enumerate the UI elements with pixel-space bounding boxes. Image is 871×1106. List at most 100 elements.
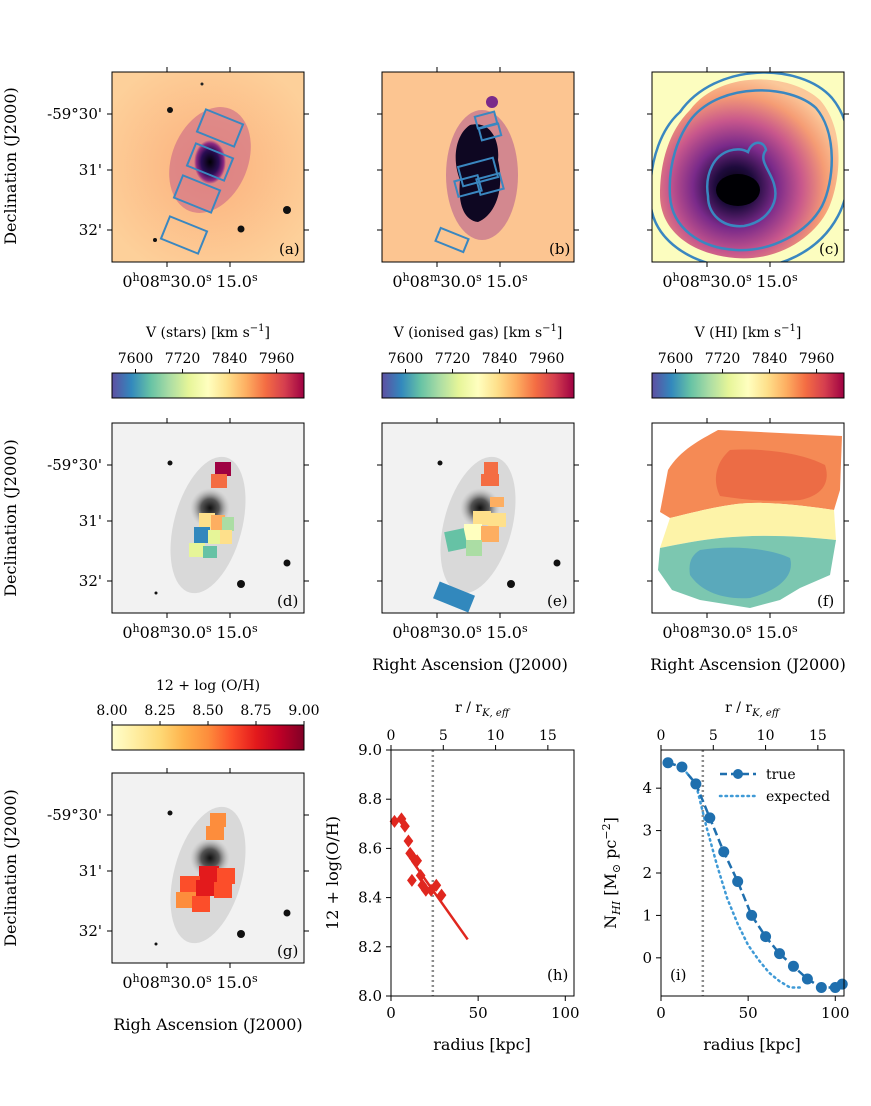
- colorbar-tick-label: 7960: [799, 351, 835, 367]
- panel-e-pixel: [490, 497, 504, 507]
- panel-g-star: [167, 810, 173, 816]
- chart-i: 0 50 100 0 1 2 3 4 0 5 10 15: [642, 728, 849, 1022]
- series-true-point: [787, 960, 799, 972]
- panel-i-y-label: NHI [M⊙ pc−2]: [600, 817, 623, 929]
- colorbar-d-title: V (stars) [km s−1]: [145, 323, 270, 341]
- panel-g-pixel: [196, 880, 216, 896]
- panel-e-pixel: [481, 474, 499, 486]
- series-true-point: [801, 973, 813, 985]
- colorbar-e: V (ionised gas) [km s−1] 7600 7720 7840 796…: [381, 323, 575, 399]
- ra-tick-part: 08: [140, 272, 160, 291]
- ra-tick-part: h: [403, 622, 410, 635]
- data-point-diamond: [412, 854, 423, 868]
- panel-a-star: [200, 82, 204, 86]
- colorbar-tick-label: 7600: [658, 351, 694, 367]
- series-true-point: [836, 978, 848, 990]
- panel-e-pixel: [488, 513, 506, 527]
- panel-c-label: (c): [819, 240, 839, 258]
- ticks-row1: -59°30'31'32'0h08m30.0s 15.0s 0h08m30.0s 15…: [47, 67, 849, 291]
- y-tick-label: 8.0: [358, 987, 382, 1005]
- panel-a-slit: [195, 108, 245, 148]
- colorbar-tick-label: 7840: [752, 351, 788, 367]
- ra-tick-label: 15.0s: [216, 271, 258, 291]
- panel-b-slit: [477, 122, 503, 142]
- panel-d-pixel: [222, 517, 234, 531]
- dec-tick-label: -59°30': [47, 806, 102, 824]
- panel-a-star: [167, 107, 173, 113]
- panel-f: (f): [651, 422, 845, 614]
- ra-tick-part: 0: [392, 272, 402, 291]
- ra-tick-part: 0: [392, 623, 402, 642]
- colorbar-tick-label: 8.75: [240, 703, 271, 719]
- ra-tick-part: s: [792, 271, 798, 284]
- data-point-diamond: [436, 888, 447, 902]
- y-tick-label: 8.8: [358, 790, 382, 808]
- colorbar-e-title: V (ionised gas) [km s−1]: [393, 323, 563, 341]
- ra-tick-part: 30.0: [710, 272, 746, 291]
- dec-tick-label: -59°30': [47, 105, 102, 123]
- ra-tick-part: h: [673, 271, 680, 284]
- ra-tick-part: 15.0: [756, 272, 792, 291]
- colorbar-d-bar: [111, 372, 305, 399]
- panel-f-velocity-bottom-inner: [689, 547, 791, 599]
- panel-a-star: [283, 206, 291, 214]
- x-tick-label: 0: [656, 1004, 666, 1022]
- ra-tick-part: s: [206, 972, 212, 985]
- colorbar-tick-label: 7720: [165, 351, 201, 367]
- ra-tick-part: h: [133, 271, 140, 284]
- panel-h-x-label: radius [kpc]: [433, 1035, 531, 1054]
- top-tick-label: 0: [657, 728, 666, 744]
- panel-a-galaxy-core: [194, 140, 226, 184]
- panel-e-pixel: [466, 540, 482, 556]
- y-tick-label: 4: [642, 779, 652, 797]
- ra-tick-part: 30.0: [440, 623, 476, 642]
- panel-d-frame: [111, 422, 305, 614]
- series-true-point: [774, 948, 786, 960]
- panel-d-pixels: [189, 462, 234, 558]
- ra-tick-part: 30.0: [170, 623, 206, 642]
- colorbar-tick-label: 7840: [482, 351, 518, 367]
- panel-d-pixel: [203, 546, 217, 558]
- panel-e-label: (e): [547, 592, 568, 610]
- dec-tick-label: 31': [79, 512, 102, 530]
- ra-tick-part: s: [522, 271, 528, 284]
- panel-e: (e): [381, 422, 575, 614]
- ra-tick-part: h: [673, 622, 680, 635]
- ra-tick-part: 30.0: [440, 272, 476, 291]
- y-tick-label: 9.0: [358, 741, 382, 759]
- colorbar-g: 12 + log (O/H) 8.00 8.25 8.50 8.75 9.00: [96, 678, 320, 751]
- dec-label-row3: Declination (J2000): [1, 789, 20, 947]
- panel-c-hi-map: [660, 79, 839, 259]
- panel-e-pixel: [473, 511, 491, 525]
- ra-tick-part: 15.0: [486, 623, 522, 642]
- legend: true expected: [718, 767, 830, 805]
- ra-tick-part: 15.0: [486, 272, 522, 291]
- ticks-row2: -59°30'31'32'0h08m30.0s 15.0s 0h08m30.0s 15…: [47, 418, 849, 642]
- panel-e-pixels: [433, 462, 506, 613]
- panel-i-x-label: radius [kpc]: [703, 1035, 801, 1054]
- x-tick-label: 0: [386, 1004, 396, 1022]
- ra-label-f: Right Ascension (J2000): [650, 655, 846, 674]
- panel-a-frame: [111, 71, 305, 263]
- x-tick-label: 50: [739, 1004, 758, 1022]
- ra-tick-part: s: [252, 972, 258, 985]
- legend-true-label: true: [766, 767, 796, 783]
- panel-a-star: [153, 238, 157, 242]
- panel-g-pixel: [210, 813, 226, 827]
- panel-g-pixel: [199, 866, 219, 882]
- panel-g: (g): [111, 772, 305, 964]
- panel-b: (b): [381, 71, 575, 263]
- panel-g-star: [154, 942, 158, 946]
- panel-i-plot-area: [661, 750, 844, 996]
- colorbar-f-bar: [651, 372, 845, 399]
- panel-c-frame: [651, 71, 845, 263]
- ra-tick-part: m: [160, 271, 171, 284]
- panel-b-frame: [381, 71, 575, 263]
- panel-h-frame: [390, 749, 575, 997]
- ra-tick-label: 15.0s: [486, 271, 528, 291]
- dec-label-row1: Declination (J2000): [1, 87, 20, 245]
- panel-i: 0 50 100 0 1 2 3 4 0 5 10 15 (i) r / rK, eff radius…: [600, 700, 850, 1054]
- x-tick-label: 50: [469, 1004, 488, 1022]
- ra-tick-part: 0: [122, 623, 132, 642]
- dec-tick-label: 32': [79, 572, 102, 590]
